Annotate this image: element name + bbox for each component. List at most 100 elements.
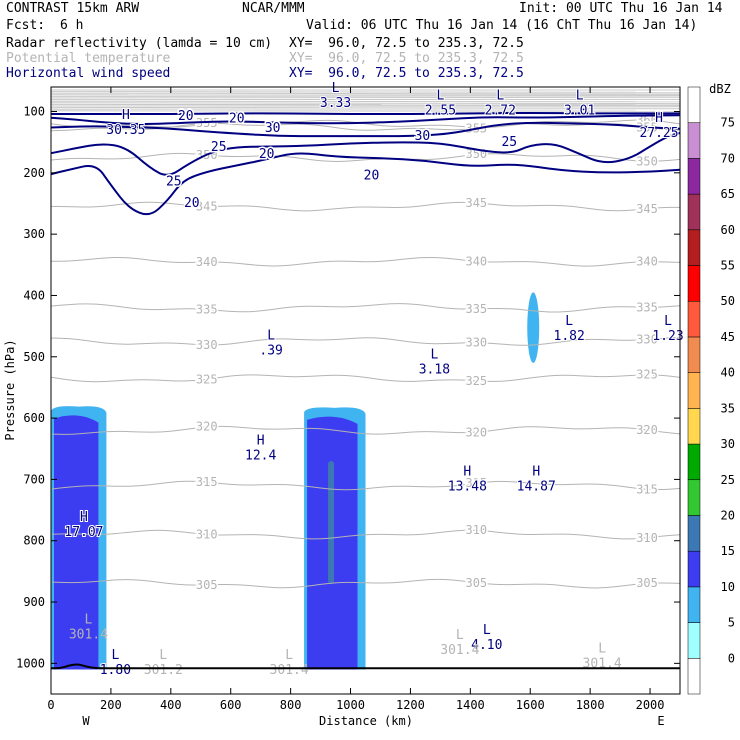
colorbar-segment: [687, 443, 701, 481]
colorbar-segment: [687, 622, 701, 659]
wind-extremum-type: L: [664, 314, 672, 329]
theta-contour-label: 350: [636, 154, 658, 168]
theta-upper-line: [50, 96, 681, 99]
colorbar-segment: [687, 550, 701, 588]
theta-contour-label: 345: [636, 202, 658, 216]
y-tick-label: 800: [23, 534, 45, 548]
colorbar-segment: [687, 158, 701, 195]
colorbar-segment: [687, 86, 701, 123]
field-reflectivity-name: Radar reflectivity (lamda = 10 cm): [6, 36, 273, 51]
colorbar-label: 55: [721, 259, 735, 273]
center-label: NCAR/MMM: [242, 1, 305, 16]
theta-extremum-type: L: [285, 648, 293, 663]
x-tick-label: 800: [280, 698, 302, 712]
theta-contour-label: 325: [196, 372, 218, 386]
y-tick-label: 500: [23, 350, 45, 364]
theta-contour-label: 345: [465, 196, 487, 210]
wind-extremum-value: 3.33: [320, 96, 351, 111]
theta-contour-label: 345: [196, 200, 218, 214]
wind-extremum-value: 14.87: [517, 480, 556, 495]
wind-extremum-type: L: [576, 88, 584, 103]
colorbar-label: 15: [721, 544, 735, 558]
theta-contour-335: [50, 303, 681, 313]
wind-extremum-value: 3.18: [419, 363, 450, 378]
wind-extremum-type: H: [122, 108, 130, 123]
field-reflectivity-xy: XY= 96.0, 72.5 to 235.3, 72.5: [289, 36, 524, 51]
colorbar-segment: [687, 122, 701, 159]
theta-extremum-value: 301.2: [144, 663, 183, 678]
y-tick-label: 1000: [16, 656, 45, 670]
x-tick-label: 1000: [336, 698, 365, 712]
wind-contour-label: 20: [364, 168, 380, 183]
wind-extremum-type: H: [532, 465, 540, 480]
theta-contour-label: 310: [196, 528, 218, 542]
wind-extremum-value: 17.07: [64, 525, 103, 540]
reflectivity-core-2: [328, 461, 335, 584]
model-title: CONTRAST 15km ARW: [6, 1, 140, 16]
theta-upper-line: [50, 95, 681, 97]
colorbar-label: 45: [721, 330, 735, 344]
theta-contour-label: 320: [465, 425, 487, 439]
colorbar-segment: [687, 479, 701, 516]
wind-contour-jet: [51, 111, 680, 116]
x-tick-label: 1400: [456, 698, 485, 712]
y-tick-label: 900: [23, 595, 45, 609]
x-tick-label: 1800: [576, 698, 605, 712]
colorbar-segment: [687, 408, 701, 445]
theta-contour-label: 360: [196, 117, 218, 131]
theta-upper-line: [50, 100, 681, 103]
field-theta-name: Potential temperature: [6, 51, 171, 66]
theta-upper-line: [50, 102, 681, 105]
wind-extremum-type: L: [111, 648, 119, 663]
theta-extremum-type: L: [85, 613, 93, 628]
theta-upper-line: [50, 106, 681, 109]
wind-extremum-value: 2.55: [425, 103, 456, 118]
y-tick-label: 300: [23, 227, 45, 241]
theta-upper-line: [50, 92, 681, 95]
wind-extremum-type: L: [496, 88, 504, 103]
colorbar-label: 70: [721, 151, 735, 165]
colorbar-label: 25: [721, 473, 735, 487]
fcst-value: 6 h: [60, 18, 84, 33]
valid-time: Valid: 06 UTC Thu 16 Jan 14 (16 ChT Thu …: [306, 18, 698, 33]
colorbar-label: 65: [721, 187, 735, 201]
x-tick-label: 1600: [516, 698, 545, 712]
theta-extremum-type: L: [456, 628, 464, 643]
theta-contour-label: 310: [636, 531, 658, 545]
colorbar-segment: [687, 300, 701, 338]
y-tick-label: 700: [23, 472, 45, 486]
colorbar-label: 75: [721, 116, 735, 130]
x-tick-label: 600: [220, 698, 242, 712]
x-axis-label: Distance (km): [319, 714, 413, 728]
reflectivity-cell-inner-0: [54, 415, 99, 670]
wind-extremum-type: H: [257, 433, 265, 448]
colorbar-label: 10: [721, 580, 735, 594]
wind-contour-label: 20: [229, 111, 245, 126]
x-tick-label: 1200: [396, 698, 425, 712]
theta-contour-label: 310: [465, 523, 487, 537]
theta-contour-label: 320: [636, 423, 658, 437]
colorbar-segment: [687, 372, 701, 409]
wind-contour-20-lower: [50, 152, 681, 216]
y-tick-label: 600: [23, 411, 45, 425]
wind-extremum-value: 27.25: [639, 126, 678, 141]
theta-contour-label: 330: [465, 336, 487, 350]
x-tick-label: 200: [100, 698, 122, 712]
theta-contour-315: [50, 480, 681, 491]
colorbar-segment: [687, 193, 701, 231]
theta-extremum-value: 301.4: [69, 628, 108, 643]
colorbar-segment: [687, 229, 701, 266]
wind-contour-label: 25: [166, 174, 182, 189]
field-wind-name: Horizontal wind speed: [6, 66, 171, 81]
wind-contour-20-upper: [50, 114, 681, 126]
theta-contour-label: 360: [465, 120, 487, 134]
theta-contour-label: 315: [465, 476, 487, 490]
x-tick-label: 400: [160, 698, 182, 712]
theta-contour-label: 340: [196, 255, 218, 269]
wind-extremum-value: 2.72: [485, 103, 516, 118]
theta-contour-label: 355: [196, 116, 218, 130]
wind-extremum-value: 1.23: [652, 329, 683, 344]
